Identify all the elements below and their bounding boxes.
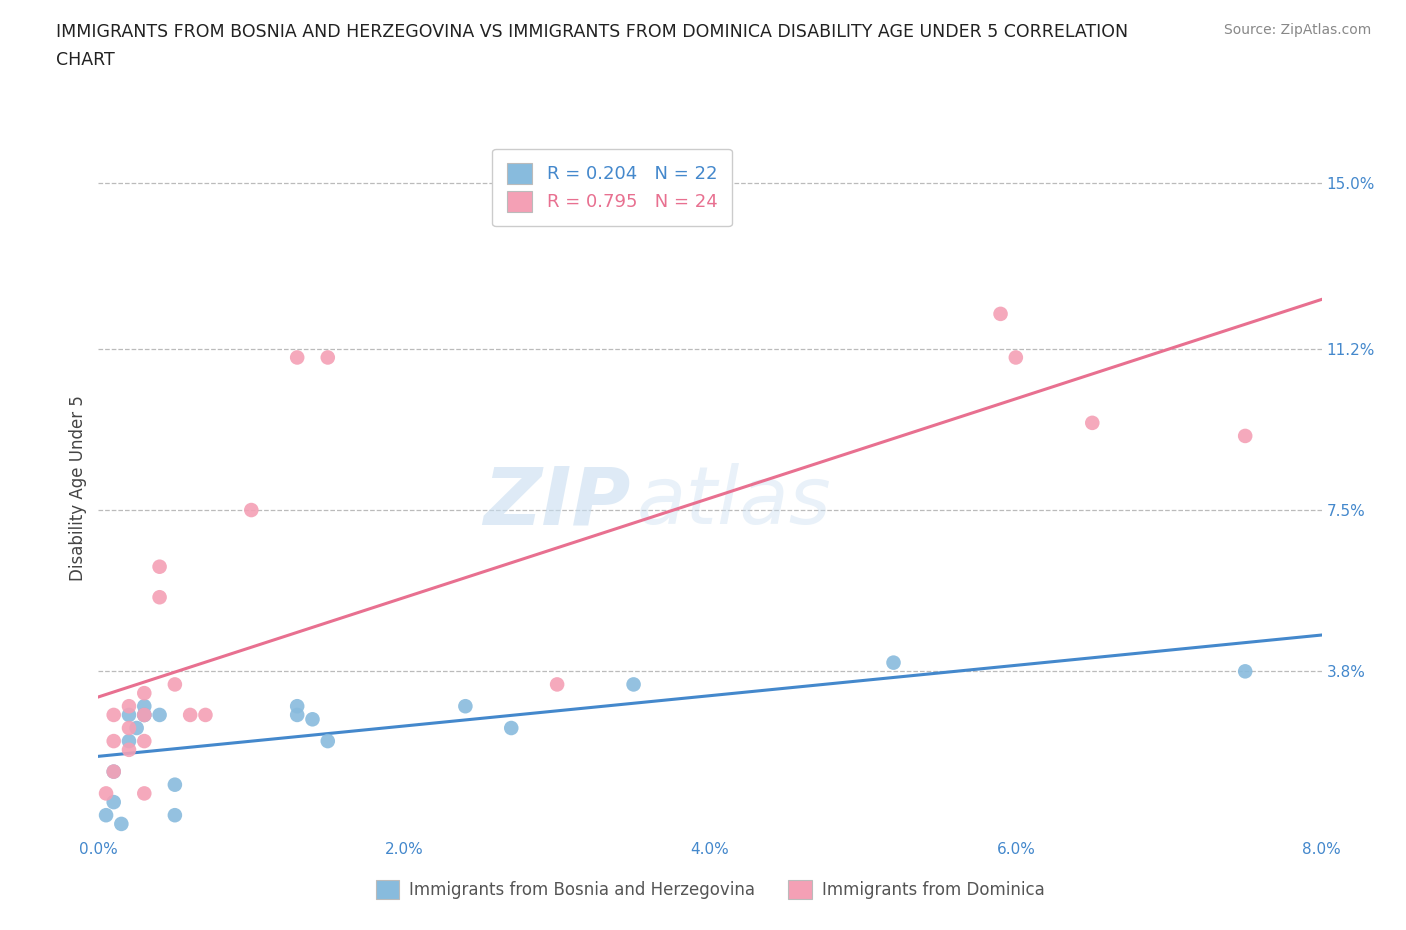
Y-axis label: Disability Age Under 5: Disability Age Under 5 xyxy=(69,395,87,581)
Point xyxy=(285,698,308,713)
Point xyxy=(1081,416,1104,431)
Point xyxy=(149,708,172,723)
Point xyxy=(103,794,125,809)
Point xyxy=(118,734,141,749)
Point xyxy=(163,777,186,792)
Point xyxy=(1234,429,1257,444)
Point xyxy=(1004,350,1026,365)
Point xyxy=(103,734,125,749)
Text: atlas: atlas xyxy=(637,463,831,541)
Point xyxy=(301,711,323,726)
Point xyxy=(118,721,141,736)
Text: CHART: CHART xyxy=(56,51,115,69)
Point xyxy=(125,721,148,736)
Point xyxy=(501,721,523,736)
Point xyxy=(118,708,141,723)
Point xyxy=(134,786,156,801)
Point xyxy=(163,808,186,823)
Text: Source: ZipAtlas.com: Source: ZipAtlas.com xyxy=(1223,23,1371,37)
Point xyxy=(194,708,217,723)
Point xyxy=(240,502,263,517)
Point xyxy=(285,350,308,365)
Point xyxy=(134,685,156,700)
Point xyxy=(94,808,117,823)
Point xyxy=(285,708,308,723)
Point xyxy=(103,708,125,723)
Point xyxy=(149,559,172,574)
Point xyxy=(163,677,186,692)
Point xyxy=(316,734,339,749)
Point xyxy=(103,764,125,779)
Point xyxy=(179,708,201,723)
Point xyxy=(110,817,132,831)
Point xyxy=(883,656,905,671)
Point xyxy=(316,350,339,365)
Point xyxy=(134,708,156,723)
Point xyxy=(134,734,156,749)
Point xyxy=(454,698,477,713)
Point xyxy=(118,698,141,713)
Point xyxy=(134,708,156,723)
Point xyxy=(118,742,141,757)
Text: ZIP: ZIP xyxy=(484,463,630,541)
Point xyxy=(149,590,172,604)
Point xyxy=(94,786,117,801)
Point xyxy=(1234,664,1257,679)
Point xyxy=(623,677,645,692)
Legend: Immigrants from Bosnia and Herzegovina, Immigrants from Dominica: Immigrants from Bosnia and Herzegovina, … xyxy=(363,867,1057,912)
Point xyxy=(134,708,156,723)
Point xyxy=(103,764,125,779)
Text: IMMIGRANTS FROM BOSNIA AND HERZEGOVINA VS IMMIGRANTS FROM DOMINICA DISABILITY AG: IMMIGRANTS FROM BOSNIA AND HERZEGOVINA V… xyxy=(56,23,1129,41)
Point xyxy=(990,307,1012,322)
Point xyxy=(134,698,156,713)
Point xyxy=(546,677,568,692)
